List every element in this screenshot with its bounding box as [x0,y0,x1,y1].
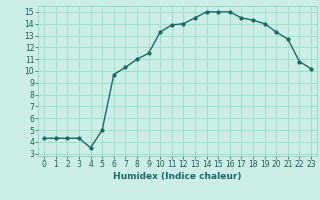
X-axis label: Humidex (Indice chaleur): Humidex (Indice chaleur) [113,172,242,181]
